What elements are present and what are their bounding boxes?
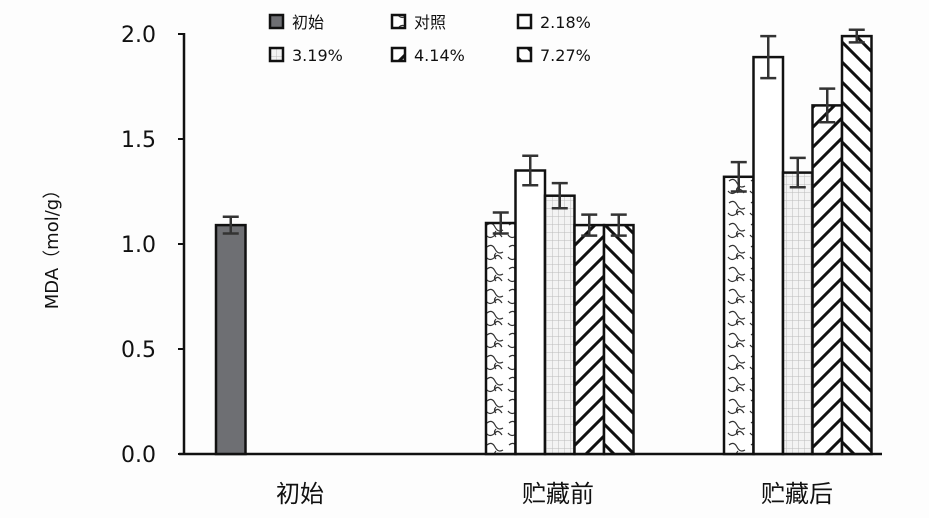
legend-swatch [390, 13, 407, 30]
y-axis-label: MDA（mol/g） [42, 181, 63, 309]
bar [514, 169, 547, 456]
x-category-label: 贮藏后 [761, 480, 833, 508]
error-bar [760, 34, 777, 80]
bar [573, 223, 606, 456]
legend-swatch [268, 13, 285, 30]
error-bar [522, 154, 539, 187]
bar [781, 171, 814, 456]
legend-item: 初始 [268, 13, 324, 32]
bar [722, 175, 755, 456]
legend-item: 2.18% [516, 13, 591, 32]
error-bar [789, 156, 806, 189]
error-bar [848, 28, 865, 44]
bar [811, 104, 844, 456]
legend-label: 3.19% [292, 46, 343, 65]
bar [543, 194, 576, 456]
legend-item: 7.27% [516, 46, 591, 65]
legend-label: 4.14% [414, 46, 465, 65]
legend-swatch [516, 13, 533, 30]
y-tick-label: 2.0 [121, 23, 156, 48]
legend-label: 初始 [292, 13, 324, 32]
legend-item: 对照 [390, 13, 446, 32]
error-bar [819, 87, 836, 124]
error-bar [492, 211, 509, 235]
error-bar [610, 213, 627, 237]
x-category-label: 初始 [276, 480, 324, 508]
legend-label: 对照 [414, 13, 446, 32]
bar [214, 223, 247, 456]
error-bar [581, 213, 598, 237]
y-tick-label: 1.0 [121, 233, 156, 258]
y-tick-label: 0.5 [121, 338, 156, 363]
legend-item: 3.19% [268, 46, 343, 65]
legend-swatch [390, 46, 407, 63]
bar [484, 221, 517, 456]
error-bar [222, 215, 239, 235]
bar [752, 55, 785, 456]
x-category-label: 贮藏前 [522, 480, 594, 508]
error-bar [730, 160, 747, 193]
legend-label: 7.27% [540, 46, 591, 65]
y-tick-label: 0.0 [121, 443, 156, 468]
error-bar [551, 181, 568, 210]
legend-swatch [268, 46, 285, 63]
legend-item: 4.14% [390, 46, 465, 65]
y-tick-label: 1.5 [121, 128, 156, 153]
legend-swatch [516, 46, 533, 63]
legend-label: 2.18% [540, 13, 591, 32]
bar [840, 34, 873, 456]
bar [602, 223, 635, 456]
